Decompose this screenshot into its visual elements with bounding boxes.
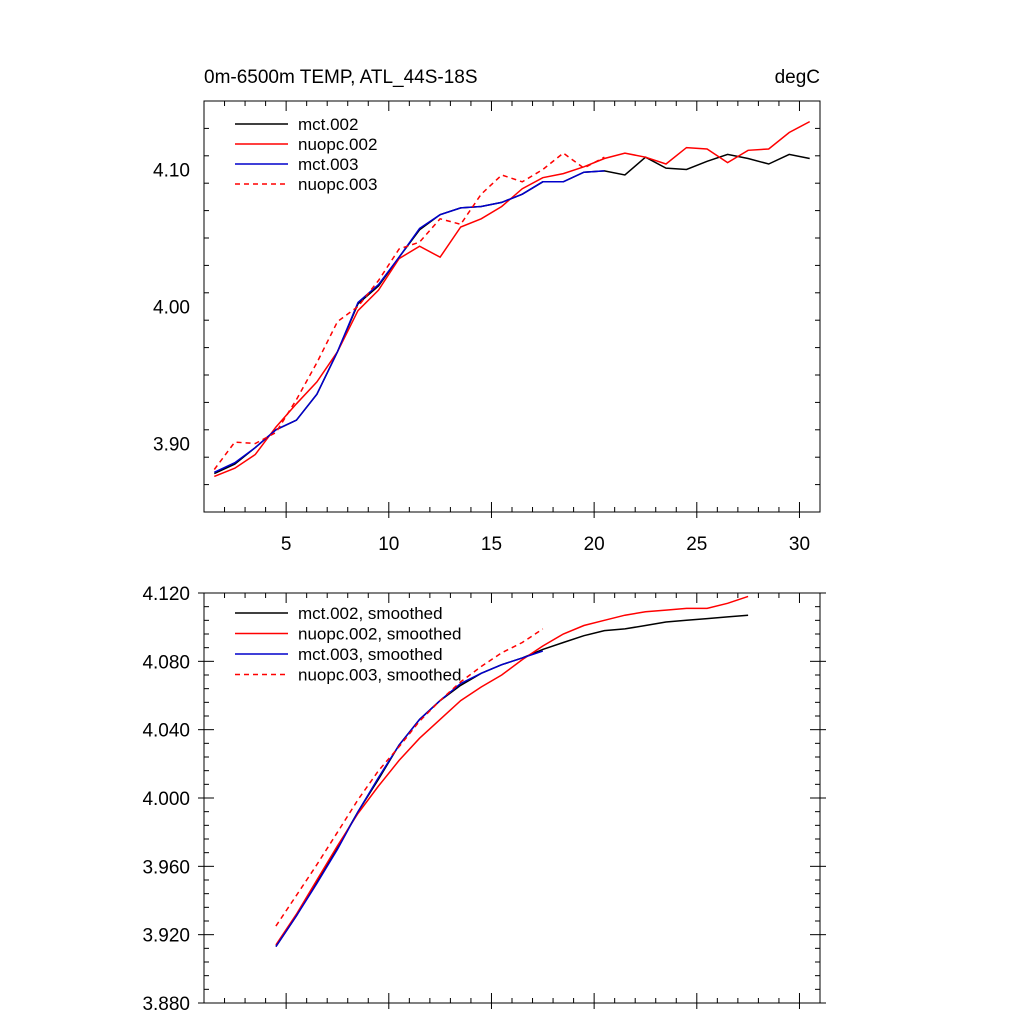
y-tick-label: 4.10 bbox=[153, 161, 190, 182]
y-tick-label: 3.880 bbox=[142, 994, 190, 1015]
series-line bbox=[275, 650, 544, 948]
legend-label: mct.003, smoothed bbox=[298, 645, 443, 664]
plot-frame bbox=[203, 592, 821, 1004]
y-tick-label: 3.960 bbox=[142, 857, 190, 878]
x-tick-label: 10 bbox=[378, 534, 399, 555]
bottom-panel: 3.880 3.920 3.960 4.000 4.040 4.080 4.120 mct.0… bbox=[142, 584, 826, 1015]
legend-label: nuopc.002, smoothed bbox=[298, 625, 462, 644]
series-line bbox=[213, 153, 810, 475]
y-tick-label: 3.920 bbox=[142, 926, 190, 947]
x-tick-label: 30 bbox=[789, 534, 810, 555]
y-tick-label: 4.120 bbox=[142, 584, 190, 605]
x-tick-label: 25 bbox=[686, 534, 707, 555]
chart-title: 0m-6500m TEMP, ATL_44S-18S bbox=[204, 67, 478, 88]
series-line bbox=[213, 152, 605, 470]
legend-label: nuopc.003 bbox=[298, 175, 377, 194]
x-tick-label: 5 bbox=[281, 534, 292, 555]
y-tick-label: 4.080 bbox=[142, 652, 190, 673]
y-tick-label: 4.040 bbox=[142, 721, 190, 742]
legend-label: mct.002 bbox=[298, 115, 358, 134]
units-label: degC bbox=[775, 67, 820, 88]
series-line bbox=[275, 628, 544, 927]
legend-label: mct.002, smoothed bbox=[298, 604, 443, 623]
legend-label: nuopc.002 bbox=[298, 135, 377, 154]
x-tick-label: 20 bbox=[584, 534, 605, 555]
legend-label: mct.003 bbox=[298, 155, 358, 174]
legend-label: nuopc.003, smoothed bbox=[298, 666, 462, 685]
y-tick-label: 3.90 bbox=[153, 435, 190, 456]
y-tick-label: 4.000 bbox=[142, 789, 190, 810]
series-line bbox=[213, 170, 605, 473]
y-tick-label: 4.00 bbox=[153, 298, 190, 319]
top-panel: 0m-6500m TEMP, ATL_44S-18S degC 5 10 15 20 2… bbox=[153, 67, 821, 555]
x-tick-label: 15 bbox=[481, 534, 502, 555]
